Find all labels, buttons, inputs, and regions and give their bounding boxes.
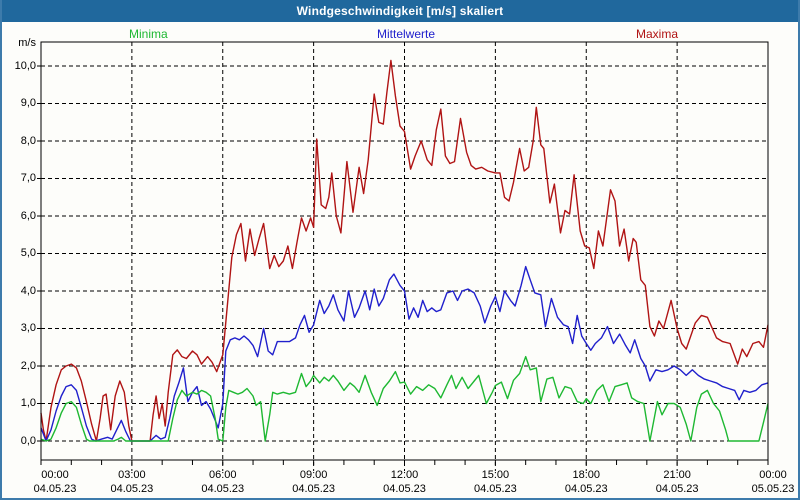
y-tick-label: 10,0 — [14, 59, 36, 72]
x-tick-date-label: 04.05.23 — [564, 483, 608, 495]
x-tick-time-label: 18:00 — [572, 469, 601, 481]
x-tick-time-label: 00:00 — [41, 469, 69, 481]
x-tick-date-label: 04.05.23 — [383, 483, 426, 495]
y-tick-label: 3,0 — [20, 322, 36, 334]
legend-maxima: Maxima — [636, 27, 679, 41]
legend-mittelwerte: Mittelwerte — [377, 27, 436, 41]
y-tick-label: 9,0 — [20, 97, 36, 109]
x-tick-date-label: 04.05.23 — [33, 483, 77, 495]
x-tick-date-label: 04.05.23 — [292, 483, 336, 495]
minima-line — [40, 355, 769, 442]
y-tick-label: 1,0 — [20, 397, 36, 409]
y-tick-label: 5,0 — [20, 247, 36, 259]
x-tick-time-label: 06:00 — [208, 469, 237, 481]
x-tick-time-label: 03:00 — [118, 469, 146, 481]
x-tick-time-label: 00:00 — [759, 469, 787, 481]
x-tick-date-label: 04.05.23 — [201, 483, 245, 495]
x-tick-date-label: 04.05.23 — [473, 483, 517, 495]
legend-minima: Minima — [129, 27, 168, 41]
x-tick-date-label: 04.05.23 — [110, 483, 154, 495]
y-tick-label: 4,0 — [20, 284, 36, 297]
y-tick-label: 2,0 — [20, 359, 36, 372]
mittelwerte-line — [40, 265, 769, 442]
x-tick-time-label: 21:00 — [663, 469, 691, 481]
x-tick-date-label: 05.05.23 — [751, 483, 795, 495]
chart-title: Windgeschwindigkeit [m/s] skaliert — [296, 4, 504, 18]
plot-frame — [40, 41, 769, 461]
x-tick-time-label: 09:00 — [299, 469, 328, 481]
title-bar: Windgeschwindigkeit [m/s] skaliert — [2, 0, 798, 22]
x-tick-date-label: 04.05.23 — [655, 483, 699, 495]
y-tick-label: 0,0 — [20, 434, 36, 447]
x-tick-time-label: 15:00 — [481, 469, 510, 481]
y-axis-unit-label: m/s — [18, 37, 36, 49]
y-tick-label: 6,0 — [20, 209, 36, 222]
maxima-line — [40, 59, 769, 442]
y-tick-label: 7,0 — [20, 172, 36, 184]
x-tick-time-label: 12:00 — [390, 469, 419, 481]
y-tick-label: 8,0 — [20, 134, 36, 147]
